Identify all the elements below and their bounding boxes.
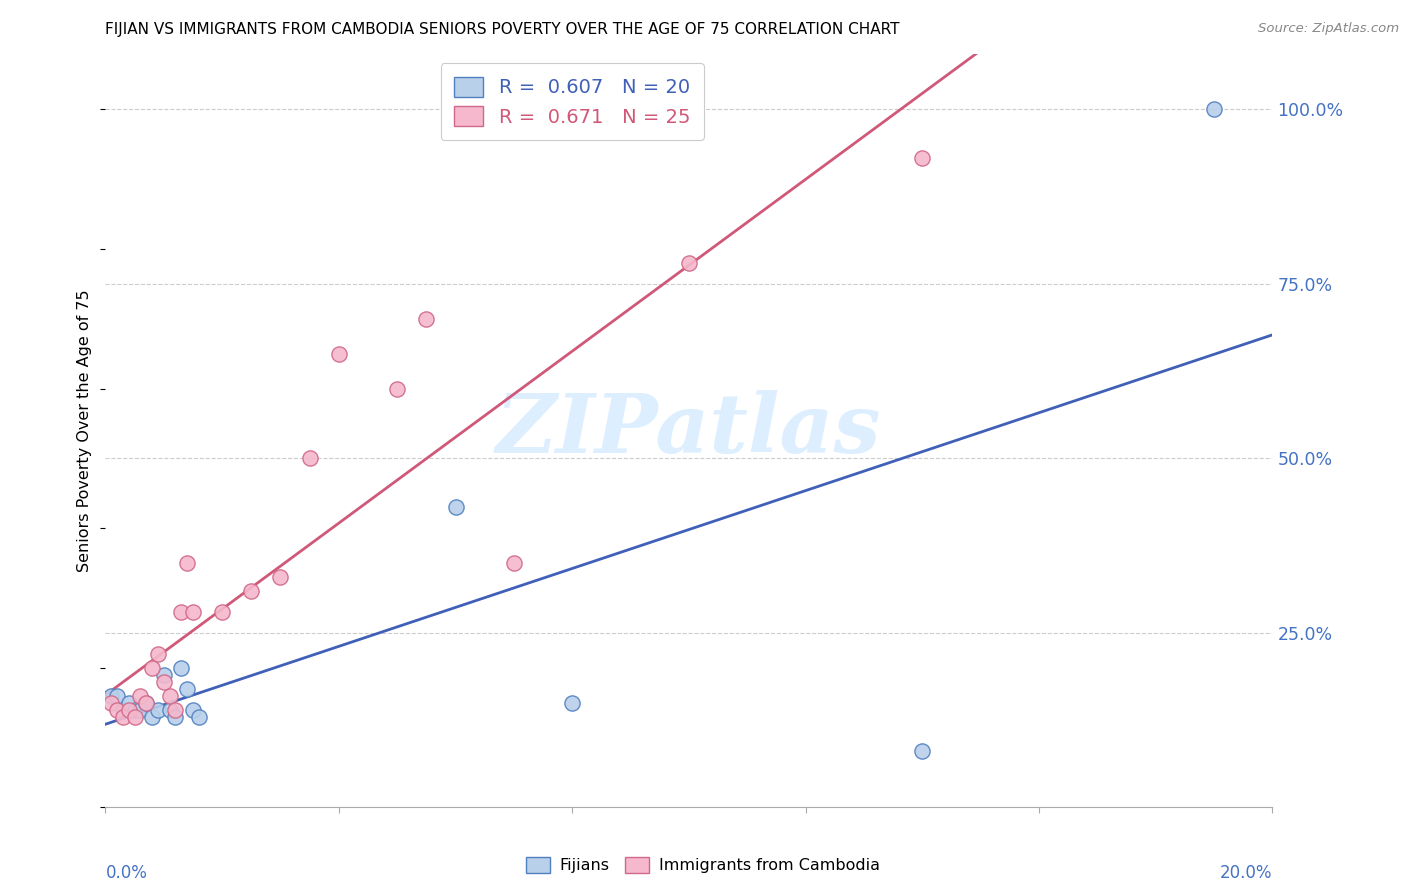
Point <box>298 451 321 466</box>
Y-axis label: Seniors Poverty Over the Age of 75: Seniors Poverty Over the Age of 75 <box>77 289 93 572</box>
Point <box>100 696 122 710</box>
Point <box>502 556 524 570</box>
Point <box>105 702 128 716</box>
Point <box>146 702 169 716</box>
Point <box>444 500 467 515</box>
Point <box>129 702 152 716</box>
Point <box>165 702 187 716</box>
Point <box>124 709 146 723</box>
Point <box>124 702 146 716</box>
Point <box>328 346 350 360</box>
Text: 0.0%: 0.0% <box>105 863 148 882</box>
Point <box>181 702 204 716</box>
Text: FIJIAN VS IMMIGRANTS FROM CAMBODIA SENIORS POVERTY OVER THE AGE OF 75 CORRELATIO: FIJIAN VS IMMIGRANTS FROM CAMBODIA SENIO… <box>105 22 900 37</box>
Point <box>153 674 174 689</box>
Point <box>146 647 169 661</box>
Point <box>111 709 134 723</box>
Point <box>153 667 174 681</box>
Point <box>100 689 122 703</box>
Point <box>561 696 583 710</box>
Point <box>135 696 157 710</box>
Point <box>141 709 163 723</box>
Point <box>118 696 141 710</box>
Point <box>118 702 141 716</box>
Point <box>111 702 134 716</box>
Text: ZIPatlas: ZIPatlas <box>496 391 882 470</box>
Point <box>678 256 700 270</box>
Point <box>911 744 934 758</box>
Point <box>159 702 181 716</box>
Point <box>415 311 437 326</box>
Point <box>176 556 198 570</box>
Point <box>269 570 292 584</box>
Text: 20.0%: 20.0% <box>1220 863 1272 882</box>
Point <box>181 605 204 619</box>
Point <box>165 709 187 723</box>
Point <box>170 661 193 675</box>
Point <box>129 689 152 703</box>
Point <box>170 605 193 619</box>
Text: Source: ZipAtlas.com: Source: ZipAtlas.com <box>1258 22 1399 36</box>
Point <box>105 689 128 703</box>
Legend: R =  0.607   N = 20, R =  0.671   N = 25: R = 0.607 N = 20, R = 0.671 N = 25 <box>440 63 704 140</box>
Point <box>1202 103 1225 117</box>
Point <box>141 661 163 675</box>
Point <box>159 689 181 703</box>
Point <box>240 583 263 598</box>
Point <box>211 605 233 619</box>
Legend: Fijians, Immigrants from Cambodia: Fijians, Immigrants from Cambodia <box>520 850 886 880</box>
Point <box>385 382 408 396</box>
Point <box>187 709 209 723</box>
Point <box>176 681 198 696</box>
Point <box>911 151 934 165</box>
Point <box>135 696 157 710</box>
